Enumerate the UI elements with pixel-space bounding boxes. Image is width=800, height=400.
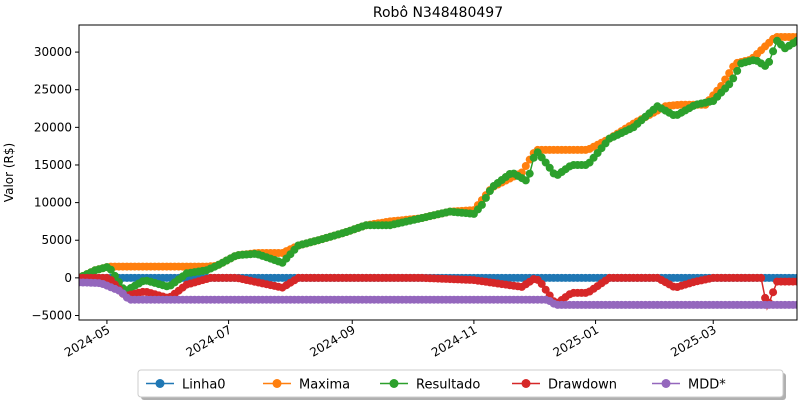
legend-label: MDD* — [688, 378, 726, 393]
legend-item-linha0: Linha0 — [146, 378, 226, 393]
point-resultado — [521, 176, 530, 185]
y-tick-label: 0 — [64, 271, 72, 285]
point-drawdown — [757, 273, 766, 282]
legend-box — [137, 369, 784, 398]
y-tick-label: 10000 — [34, 196, 72, 210]
y-tick-label: 25000 — [34, 83, 72, 97]
x-axis: 2024-05 2024-07 2024-09 2024-11 2025-01 2025-… — [62, 320, 719, 360]
legend-marker — [272, 379, 282, 388]
legend-marker — [389, 379, 399, 388]
point-resultado — [765, 57, 774, 66]
legend-item-resultado: Resultado — [380, 378, 480, 393]
x-tick-label: 2024-09 — [307, 322, 357, 359]
chart-title: Robô N348480497 — [373, 5, 503, 21]
point-resultado — [525, 169, 534, 178]
legend-item-drawdown: Drawdown — [512, 378, 617, 393]
legend-item-maxima: Maxima — [263, 378, 350, 393]
y-tick-label: 30000 — [34, 45, 72, 59]
point-drawdown — [769, 288, 778, 297]
point-resultado — [793, 36, 797, 45]
y-tick-label: 5000 — [41, 233, 72, 247]
x-tick-label: 2025-03 — [668, 322, 718, 359]
point-resultado — [725, 80, 734, 89]
point-mdd — [793, 300, 797, 309]
legend: Linha0 Maxima Resultado Drawdown MDD* — [137, 369, 786, 400]
series-line-resultado — [79, 39, 797, 293]
legend-marker — [155, 379, 165, 388]
y-tick-label: 20000 — [34, 120, 72, 134]
series-drawdown — [79, 273, 797, 311]
point-drawdown — [793, 277, 797, 286]
point-maxima — [521, 162, 530, 170]
series-layer — [79, 33, 797, 311]
series-resultado — [79, 36, 797, 295]
point-resultado — [769, 47, 778, 56]
legend-marker — [661, 379, 671, 388]
y-axis-label: Valor (R$) — [2, 143, 16, 202]
legend-label: Maxima — [299, 378, 350, 393]
point-drawdown — [541, 285, 550, 294]
legend-label: Resultado — [416, 378, 480, 393]
series-maxima — [79, 33, 797, 282]
point-resultado — [729, 74, 738, 83]
legend-marker — [521, 379, 531, 388]
x-tick-label: 2025-01 — [551, 322, 601, 359]
point-resultado — [106, 265, 115, 274]
point-drawdown — [537, 279, 546, 288]
x-tick-label: 2024-05 — [62, 322, 112, 359]
y-axis: −5000 0 5000 10000 15000 20000 25000 30000 — [31, 45, 79, 322]
legend-item-mdd: MDD* — [652, 378, 726, 393]
point-resultado — [477, 200, 486, 209]
point-resultado — [733, 66, 742, 75]
point-resultado — [481, 193, 490, 202]
series-mdd — [79, 278, 797, 309]
y-tick-label: 15000 — [34, 158, 72, 172]
legend-label: Linha0 — [182, 378, 226, 393]
x-tick-label: 2024-11 — [429, 322, 479, 359]
x-tick-label: 2024-07 — [184, 322, 234, 359]
plot-area-frame — [78, 24, 798, 321]
legend-label: Drawdown — [548, 378, 617, 393]
series-line-maxima — [79, 36, 797, 279]
point-resultado — [545, 163, 554, 172]
y-tick-label: −5000 — [31, 308, 72, 322]
